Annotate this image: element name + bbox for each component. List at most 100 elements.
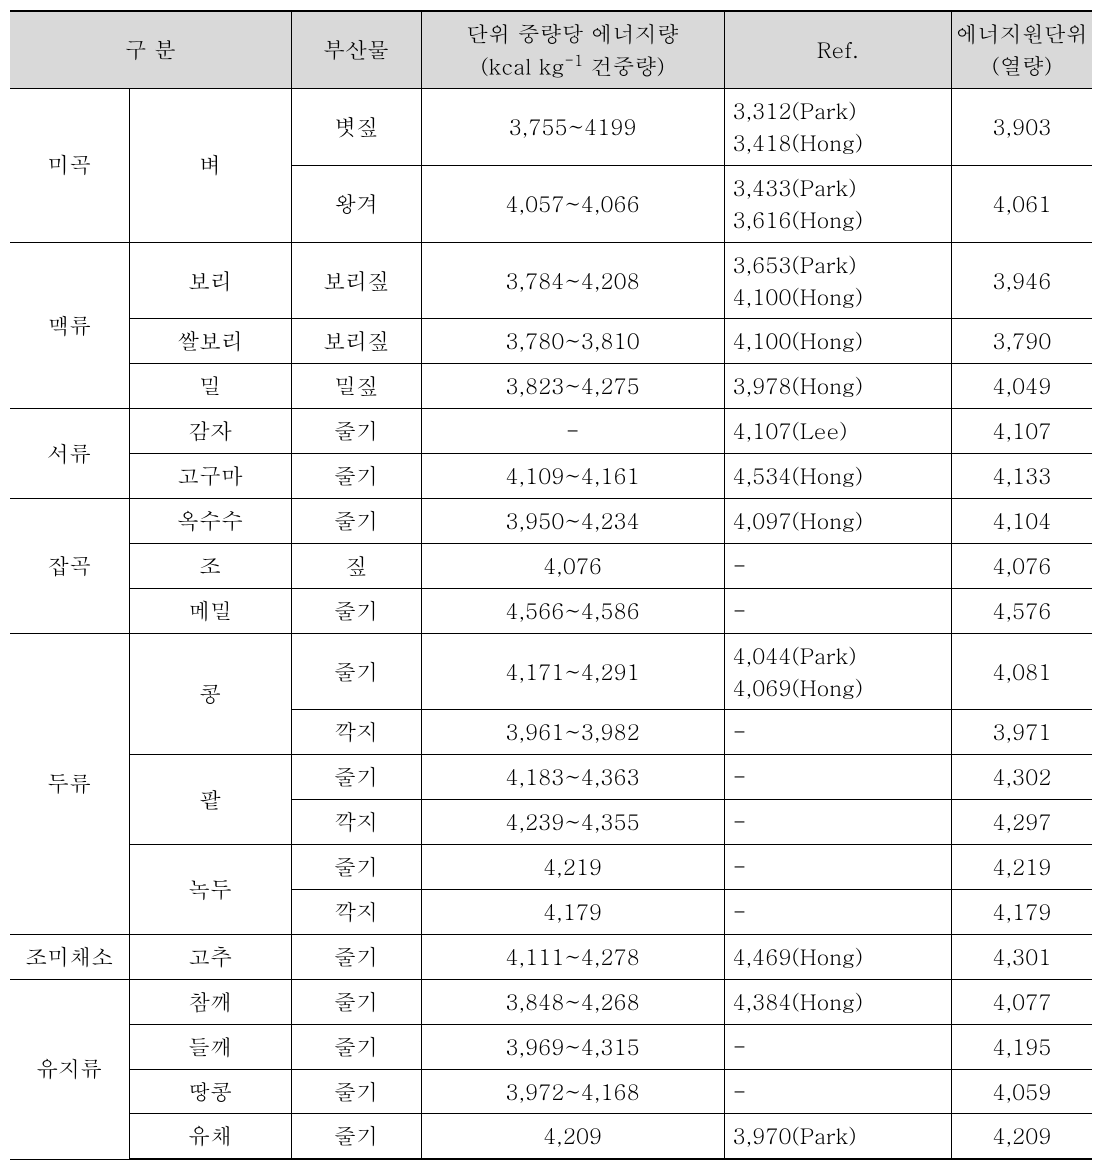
table-row: 유채줄기4,2093,970(Park)4,209 [10, 1114, 1092, 1159]
cell-energy: 4,239~4,355 [421, 800, 724, 845]
cell-energy: 3,950~4,234 [421, 499, 724, 544]
cell-unit: 3,946 [951, 242, 1092, 319]
cell-energy: 3,969~4,315 [421, 1024, 724, 1069]
cell-byproduct: 줄기 [291, 755, 421, 800]
cell-energy: 3,848~4,268 [421, 979, 724, 1024]
header-energy-line1: 단위 중량당 에너지량 [466, 18, 679, 49]
table-row: 잡곡옥수수줄기3,950~4,2344,097(Hong)4,104 [10, 499, 1092, 544]
cell-ref: - [724, 1024, 951, 1069]
cell-unit: 3,971 [951, 710, 1092, 755]
cell-unit: 4,301 [951, 934, 1092, 979]
cell-unit: 4,297 [951, 800, 1092, 845]
header-ref: Ref. [724, 11, 951, 89]
cell-ref: - [724, 800, 951, 845]
header-energy-line2-pre: (kcal kg [480, 50, 564, 81]
cell-cat2: 고추 [129, 934, 291, 979]
cell-byproduct: 줄기 [291, 845, 421, 890]
table-row: 조짚4,076-4,076 [10, 543, 1092, 588]
cell-unit: 4,107 [951, 409, 1092, 454]
cell-ref: - [724, 710, 951, 755]
cell-unit: 4,081 [951, 633, 1092, 710]
cell-energy: 4,179 [421, 890, 724, 935]
cell-byproduct: 깍지 [291, 800, 421, 845]
cell-ref: 4,100(Hong) [724, 319, 951, 364]
cell-cat1: 유지류 [10, 979, 129, 1159]
table-row: 들깨줄기3,969~4,315-4,195 [10, 1024, 1092, 1069]
cell-ref: 3,978(Hong) [724, 364, 951, 409]
cell-byproduct: 줄기 [291, 1114, 421, 1159]
cell-cat1: 두류 [10, 633, 129, 934]
cell-cat2: 참깨 [129, 979, 291, 1024]
header-category: 구 분 [10, 11, 291, 89]
cell-byproduct: 깍지 [291, 710, 421, 755]
header-row: 구 분 부산물 단위 중량당 에너지량 (kcal kg-1 건중량) Ref.… [10, 11, 1092, 89]
table-row: 두류콩줄기4,171~4,2914,044(Park)4,069(Hong)4,… [10, 633, 1092, 710]
table-row: 조미채소고추줄기4,111~4,2784,469(Hong)4,301 [10, 934, 1092, 979]
cell-ref: 4,384(Hong) [724, 979, 951, 1024]
cell-energy: - [421, 409, 724, 454]
cell-unit: 4,209 [951, 1114, 1092, 1159]
cell-byproduct: 줄기 [291, 588, 421, 633]
cell-ref: - [724, 890, 951, 935]
cell-ref: 4,469(Hong) [724, 934, 951, 979]
cell-energy: 3,823~4,275 [421, 364, 724, 409]
cell-cat2: 쌀보리 [129, 319, 291, 364]
table-row: 서류감자줄기-4,107(Lee)4,107 [10, 409, 1092, 454]
table-row: 땅콩줄기3,972~4,168-4,059 [10, 1069, 1092, 1114]
cell-byproduct: 줄기 [291, 409, 421, 454]
cell-cat1: 조미채소 [10, 934, 129, 979]
cell-unit: 4,195 [951, 1024, 1092, 1069]
cell-ref: 4,107(Lee) [724, 409, 951, 454]
cell-energy: 4,057~4,066 [421, 165, 724, 242]
table-row: 밀밀짚3,823~4,2753,978(Hong)4,049 [10, 364, 1092, 409]
cell-byproduct: 줄기 [291, 979, 421, 1024]
header-energy-sup: -1 [564, 50, 583, 71]
table-row: 맥류보리보리짚3,784~4,2083,653(Park)4,100(Hong)… [10, 242, 1092, 319]
cell-energy: 3,961~3,982 [421, 710, 724, 755]
cell-energy: 4,209 [421, 1114, 724, 1159]
table-row: 쌀보리보리짚3,780~3,8104,100(Hong)3,790 [10, 319, 1092, 364]
cell-unit: 3,790 [951, 319, 1092, 364]
header-energy-line2-post: 건중량) [583, 50, 665, 81]
table-row: 고구마줄기4,109~4,1614,534(Hong)4,133 [10, 454, 1092, 499]
cell-energy: 4,076 [421, 543, 724, 588]
cell-cat2: 감자 [129, 409, 291, 454]
header-byproduct: 부산물 [291, 11, 421, 89]
cell-ref: - [724, 588, 951, 633]
cell-unit: 4,302 [951, 755, 1092, 800]
cell-cat2: 벼 [129, 89, 291, 243]
header-unit-line2: (열량) [992, 50, 1053, 81]
cell-energy: 4,171~4,291 [421, 633, 724, 710]
cell-cat2: 유채 [129, 1114, 291, 1159]
energy-table: 구 분 부산물 단위 중량당 에너지량 (kcal kg-1 건중량) Ref.… [10, 10, 1092, 1160]
cell-byproduct: 줄기 [291, 1069, 421, 1114]
table-row: 녹두줄기4,219-4,219 [10, 845, 1092, 890]
cell-cat2: 고구마 [129, 454, 291, 499]
cell-ref: 3,653(Park)4,100(Hong) [724, 242, 951, 319]
table-row: 메밀줄기4,566~4,586-4,576 [10, 588, 1092, 633]
cell-ref: - [724, 845, 951, 890]
table-row: 유지류참깨줄기3,848~4,2684,384(Hong)4,077 [10, 979, 1092, 1024]
cell-byproduct: 줄기 [291, 934, 421, 979]
cell-cat2: 땅콩 [129, 1069, 291, 1114]
cell-byproduct: 보리짚 [291, 242, 421, 319]
cell-byproduct: 짚 [291, 543, 421, 588]
cell-ref: - [724, 1069, 951, 1114]
cell-energy: 3,972~4,168 [421, 1069, 724, 1114]
table-row: 팥줄기4,183~4,363-4,302 [10, 755, 1092, 800]
cell-cat1: 잡곡 [10, 499, 129, 634]
cell-cat2: 밀 [129, 364, 291, 409]
cell-cat2: 녹두 [129, 845, 291, 935]
cell-energy: 3,780~3,810 [421, 319, 724, 364]
cell-unit: 4,576 [951, 588, 1092, 633]
cell-byproduct: 밀짚 [291, 364, 421, 409]
cell-cat2: 콩 [129, 633, 291, 755]
cell-ref: - [724, 755, 951, 800]
cell-unit: 4,049 [951, 364, 1092, 409]
cell-energy: 4,566~4,586 [421, 588, 724, 633]
cell-unit: 4,059 [951, 1069, 1092, 1114]
cell-ref: 4,097(Hong) [724, 499, 951, 544]
cell-cat1: 맥류 [10, 242, 129, 409]
table-body: 미곡벼볏짚3,755~41993,312(Park)3,418(Hong)3,9… [10, 89, 1092, 1160]
cell-byproduct: 줄기 [291, 633, 421, 710]
